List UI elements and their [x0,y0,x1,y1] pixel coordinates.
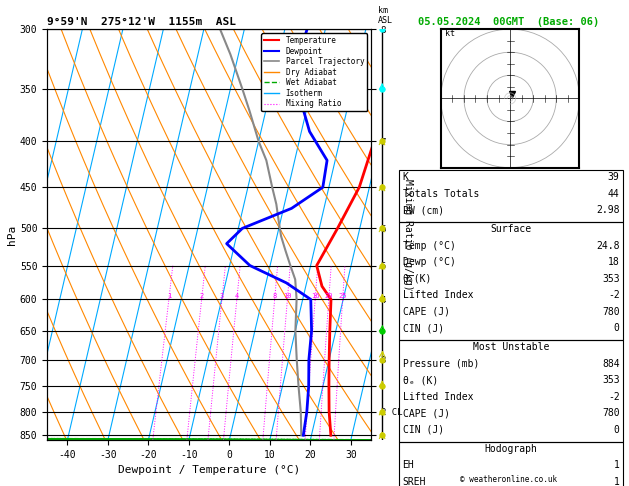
Text: SREH: SREH [403,477,426,486]
Text: 780: 780 [602,307,620,317]
Text: 8: 8 [272,294,277,299]
Text: kt: kt [445,29,455,38]
Text: CIN (J): CIN (J) [403,425,443,435]
Y-axis label: hPa: hPa [7,225,17,244]
Text: 2.98: 2.98 [596,205,620,215]
Legend: Temperature, Dewpoint, Parcel Trajectory, Dry Adiabat, Wet Adiabat, Isotherm, Mi: Temperature, Dewpoint, Parcel Trajectory… [261,33,367,111]
Text: 2: 2 [199,294,204,299]
Text: km
ASL: km ASL [377,6,392,25]
Text: 9°59'N  275°12'W  1155m  ASL: 9°59'N 275°12'W 1155m ASL [47,17,236,27]
Text: -2: -2 [608,392,620,402]
Text: 44: 44 [608,189,620,199]
Text: CIN (J): CIN (J) [403,323,443,333]
Text: 25: 25 [338,294,347,299]
Text: Totals Totals: Totals Totals [403,189,479,199]
Text: 18: 18 [608,257,620,267]
Text: 0: 0 [614,323,620,333]
Text: 24.8: 24.8 [596,241,620,251]
Text: 05.05.2024  00GMT  (Base: 06): 05.05.2024 00GMT (Base: 06) [418,17,599,27]
Text: 780: 780 [602,408,620,418]
Text: Lifted Index: Lifted Index [403,392,473,402]
Text: CAPE (J): CAPE (J) [403,408,450,418]
Text: Pressure (mb): Pressure (mb) [403,359,479,369]
Text: Surface: Surface [491,224,532,234]
Text: K: K [403,172,408,182]
Text: PW (cm): PW (cm) [403,205,443,215]
Text: 353: 353 [602,274,620,284]
Text: 1: 1 [614,477,620,486]
Y-axis label: Mixing Ratio (g/kg): Mixing Ratio (g/kg) [403,179,413,290]
Text: Dewp (°C): Dewp (°C) [403,257,455,267]
Text: © weatheronline.co.uk: © weatheronline.co.uk [460,474,557,484]
Text: 1: 1 [167,294,171,299]
Text: Lifted Index: Lifted Index [403,290,473,300]
Text: 39: 39 [608,172,620,182]
Text: 10: 10 [283,294,292,299]
Text: 20: 20 [325,294,333,299]
Text: Most Unstable: Most Unstable [473,342,549,352]
Text: 353: 353 [602,375,620,385]
Text: EH: EH [403,460,415,470]
Text: 3: 3 [220,294,224,299]
Text: Hodograph: Hodograph [484,444,538,454]
Text: Temp (°C): Temp (°C) [403,241,455,251]
X-axis label: Dewpoint / Temperature (°C): Dewpoint / Temperature (°C) [118,465,300,475]
Text: 0: 0 [614,425,620,435]
Text: 16: 16 [311,294,320,299]
Text: 1: 1 [614,460,620,470]
Text: -2: -2 [608,290,620,300]
Text: θₑ (K): θₑ (K) [403,375,438,385]
Text: CAPE (J): CAPE (J) [403,307,450,317]
Text: 4: 4 [235,294,239,299]
Text: θₑ(K): θₑ(K) [403,274,432,284]
Text: 884: 884 [602,359,620,369]
